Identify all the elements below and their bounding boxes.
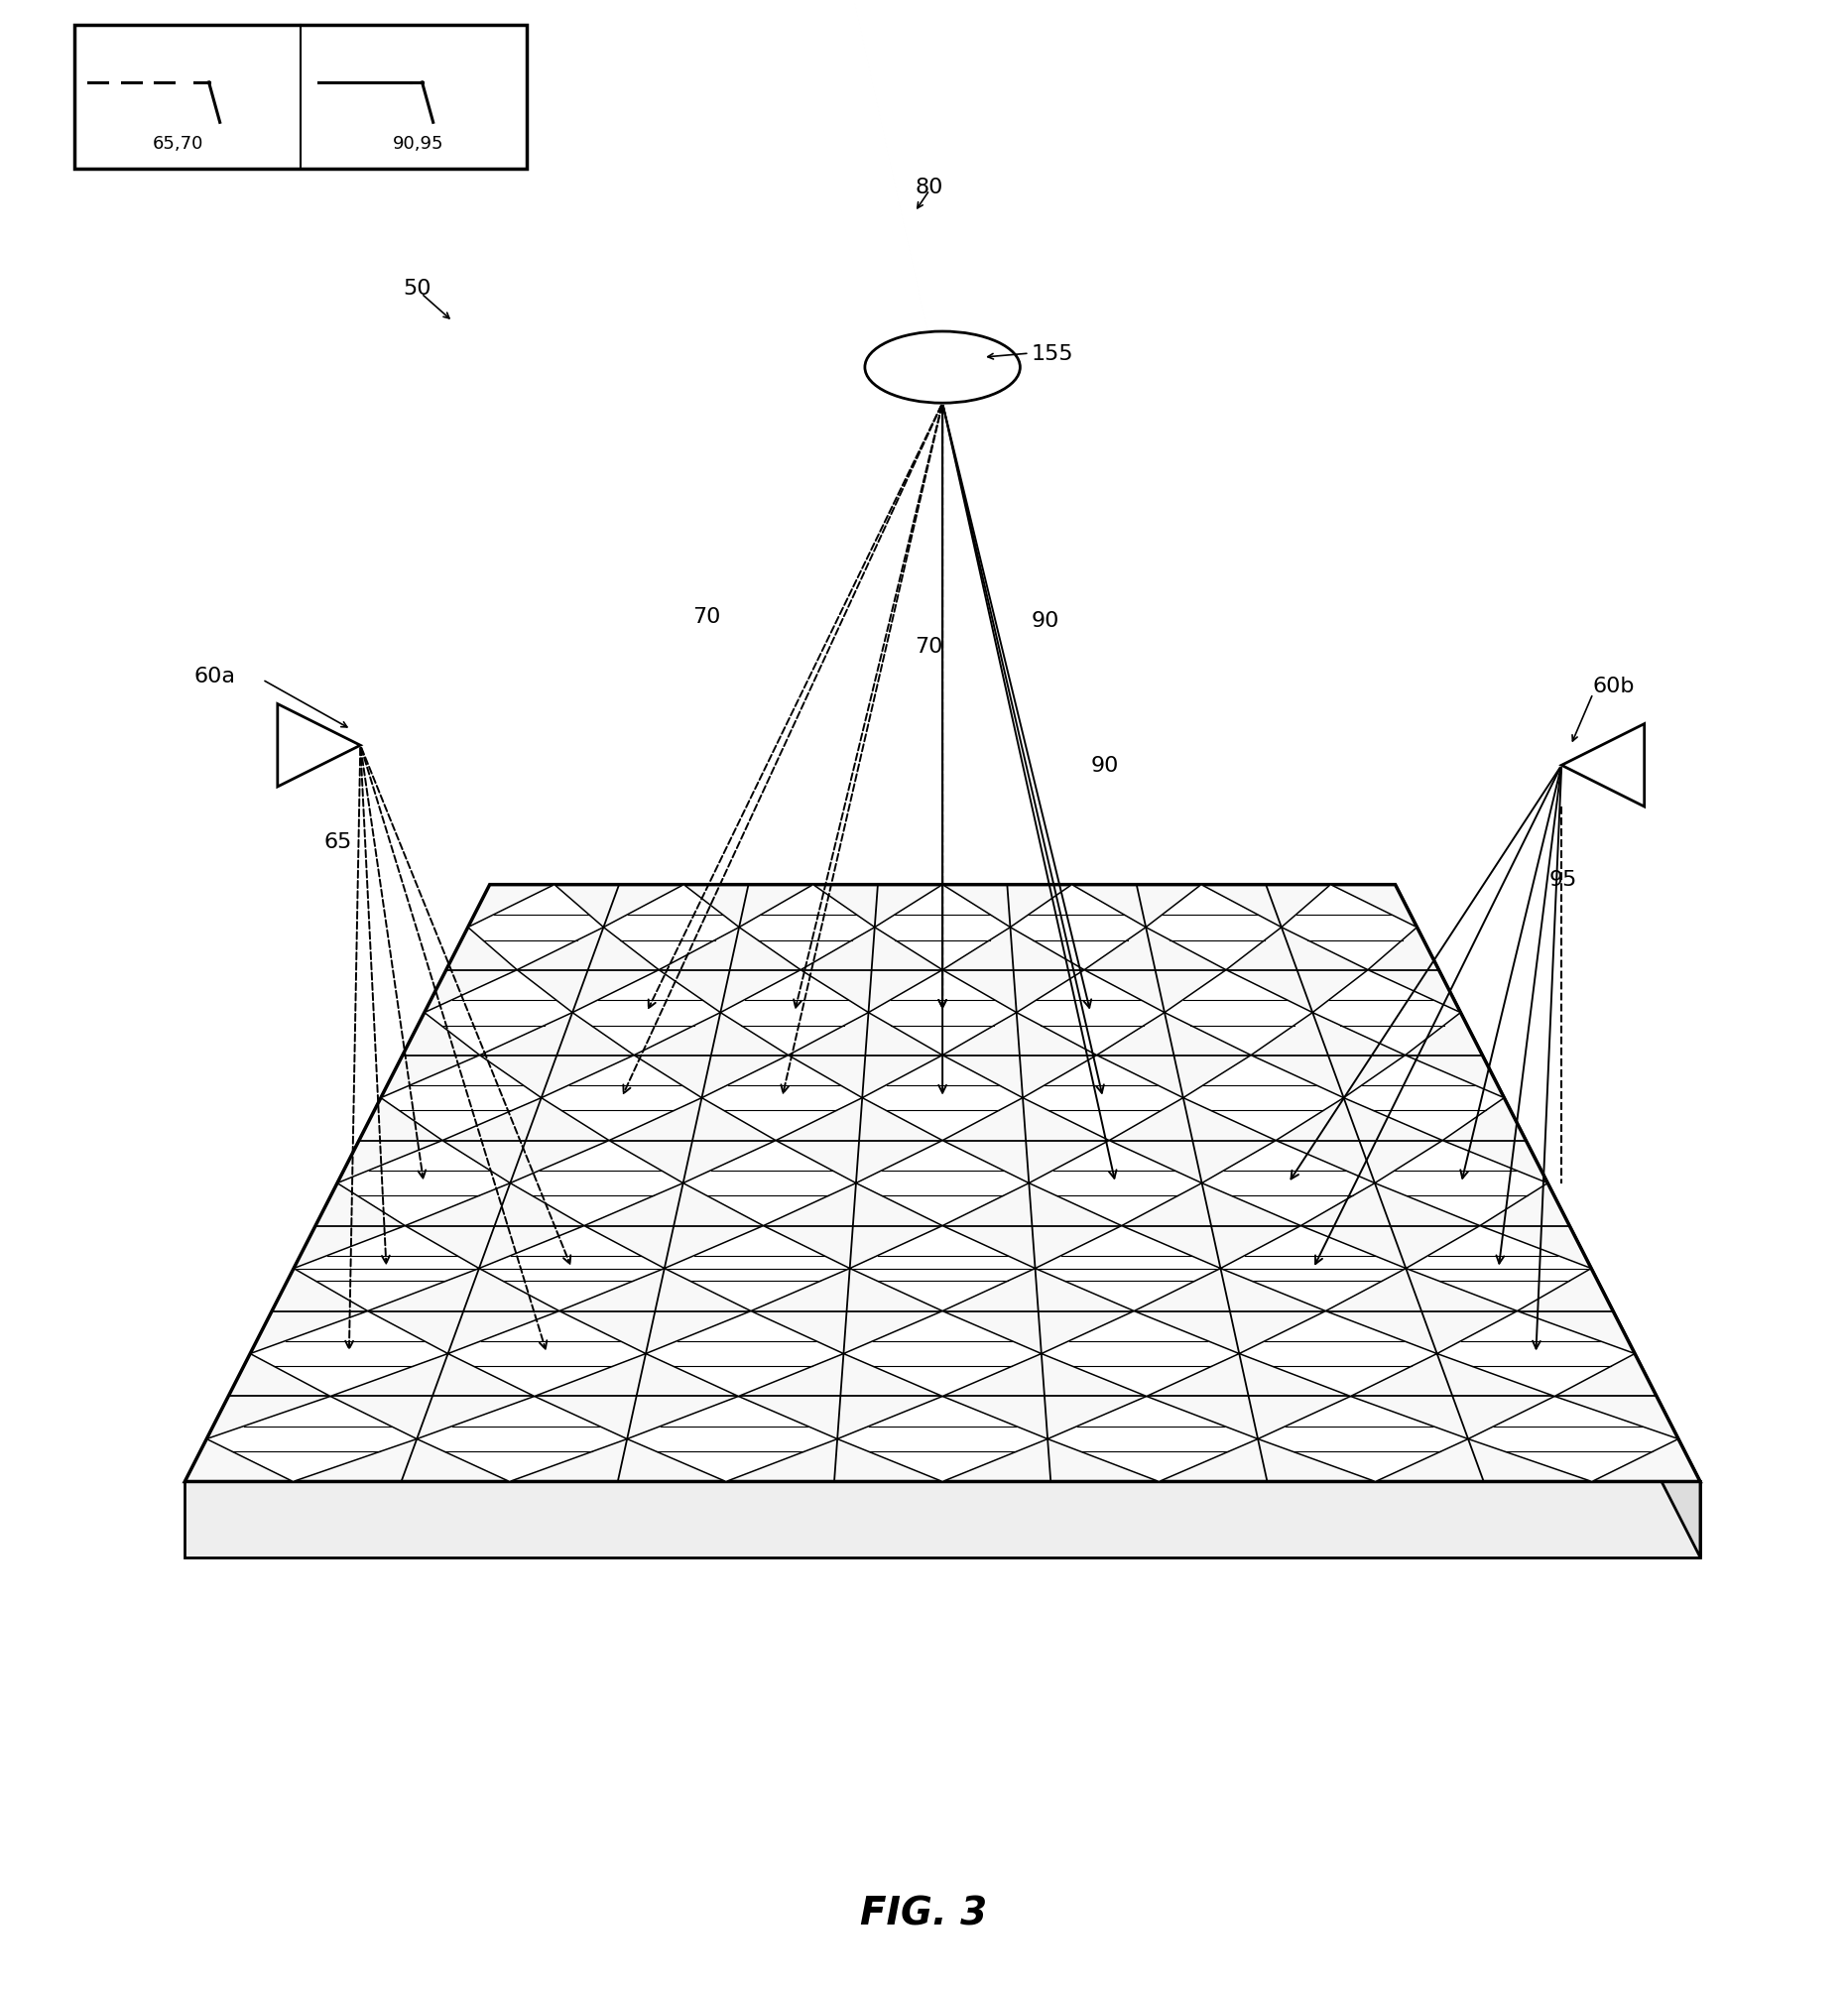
- Polygon shape: [336, 1142, 510, 1225]
- Polygon shape: [418, 1396, 626, 1482]
- Polygon shape: [249, 1311, 447, 1396]
- Polygon shape: [665, 1225, 850, 1311]
- Polygon shape: [1406, 1225, 1591, 1311]
- Polygon shape: [604, 885, 739, 971]
- Polygon shape: [1395, 885, 1700, 1557]
- Text: 155: 155: [1031, 344, 1074, 364]
- Polygon shape: [541, 1056, 702, 1142]
- Polygon shape: [869, 971, 1016, 1056]
- Polygon shape: [1164, 971, 1312, 1056]
- Polygon shape: [739, 885, 874, 971]
- Text: 60a: 60a: [194, 666, 237, 686]
- Polygon shape: [1467, 1396, 1678, 1482]
- Polygon shape: [468, 885, 604, 971]
- Polygon shape: [626, 1396, 837, 1482]
- Text: FIG. 3: FIG. 3: [861, 1896, 987, 1931]
- Polygon shape: [510, 1142, 684, 1225]
- Polygon shape: [1022, 1056, 1183, 1142]
- Polygon shape: [1312, 971, 1460, 1056]
- Polygon shape: [1201, 1142, 1375, 1225]
- Polygon shape: [837, 1396, 1048, 1482]
- Polygon shape: [1562, 724, 1645, 808]
- Polygon shape: [850, 1225, 1035, 1311]
- Polygon shape: [863, 1056, 1022, 1142]
- Polygon shape: [1146, 885, 1281, 971]
- Text: 65: 65: [323, 831, 351, 851]
- Polygon shape: [843, 1311, 1042, 1396]
- Polygon shape: [479, 1225, 665, 1311]
- Polygon shape: [702, 1056, 863, 1142]
- Ellipse shape: [865, 332, 1020, 404]
- Polygon shape: [1042, 1311, 1240, 1396]
- Polygon shape: [1220, 1225, 1406, 1311]
- Polygon shape: [277, 704, 360, 788]
- Polygon shape: [1029, 1142, 1201, 1225]
- Polygon shape: [1438, 1311, 1635, 1396]
- Polygon shape: [207, 1396, 418, 1482]
- Text: 90: 90: [1090, 756, 1118, 776]
- Polygon shape: [1240, 1311, 1438, 1396]
- Polygon shape: [381, 1056, 541, 1142]
- Polygon shape: [1258, 1396, 1467, 1482]
- Polygon shape: [1048, 1396, 1258, 1482]
- Text: 65,70: 65,70: [153, 135, 203, 153]
- Polygon shape: [684, 1142, 856, 1225]
- Polygon shape: [185, 885, 1700, 1482]
- Polygon shape: [874, 885, 1011, 971]
- Polygon shape: [1343, 1056, 1504, 1142]
- Polygon shape: [425, 971, 573, 1056]
- FancyBboxPatch shape: [74, 26, 527, 169]
- Polygon shape: [1035, 1225, 1220, 1311]
- Text: 90: 90: [1031, 611, 1059, 631]
- Polygon shape: [856, 1142, 1029, 1225]
- Polygon shape: [645, 1311, 843, 1396]
- Polygon shape: [1375, 1142, 1549, 1225]
- Text: 70: 70: [693, 607, 721, 627]
- Text: 70: 70: [915, 636, 942, 656]
- Polygon shape: [1011, 885, 1146, 971]
- Polygon shape: [721, 971, 869, 1056]
- Text: 80: 80: [915, 177, 942, 197]
- Polygon shape: [1281, 885, 1417, 971]
- Polygon shape: [1183, 1056, 1343, 1142]
- Text: 60b: 60b: [1593, 676, 1635, 696]
- Polygon shape: [573, 971, 721, 1056]
- Polygon shape: [294, 1225, 479, 1311]
- Text: 50: 50: [403, 278, 431, 298]
- Polygon shape: [1016, 971, 1164, 1056]
- Polygon shape: [447, 1311, 645, 1396]
- Text: 95: 95: [1549, 869, 1576, 889]
- Polygon shape: [185, 1482, 1700, 1557]
- Text: 90,95: 90,95: [392, 135, 444, 153]
